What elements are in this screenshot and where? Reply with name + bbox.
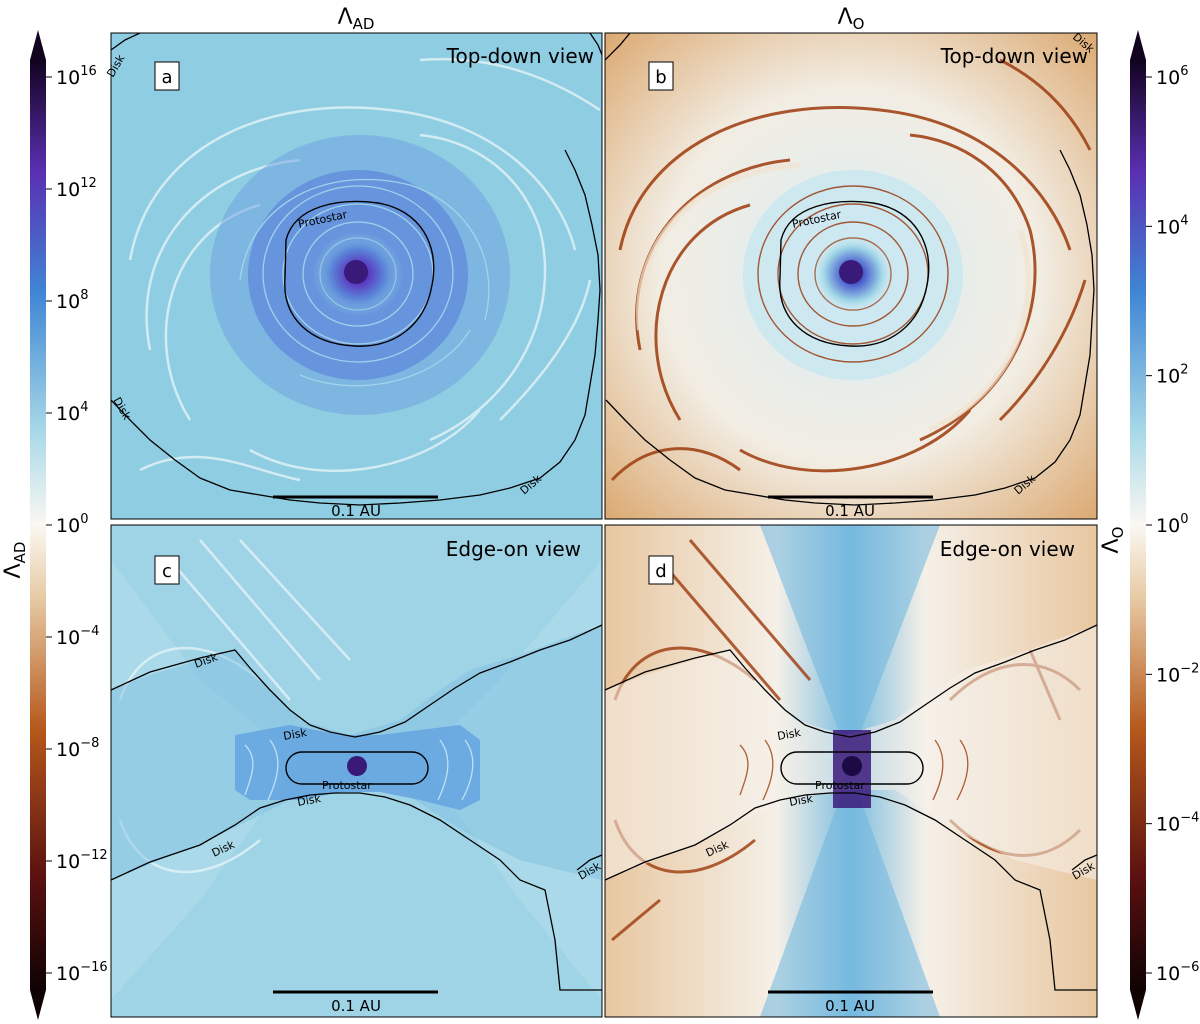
colorbar-right-top-extend (1130, 30, 1146, 60)
panel-c-protostar-label: Protostar (322, 779, 372, 792)
panel-d-view-label: Edge-on view (940, 537, 1075, 561)
panel-a-label-box: a (154, 61, 180, 91)
panel-c-disk-label-3: Disk (296, 792, 322, 809)
colorbar-left-tick-label: 108 (56, 288, 88, 313)
colorbar-left: 1016 1012 108 104 100 10−4 10−8 10−12 10−16 (30, 30, 108, 1020)
panel-a-letter: a (161, 67, 172, 88)
colorbar-right-tick-label: 10−4 (1156, 811, 1199, 836)
colorbar-left-tick-label: 1016 (56, 64, 97, 89)
column-title-left: ΛAD (338, 5, 375, 33)
colorbar-right-tick-label: 10−2 (1156, 661, 1199, 686)
panel-d-protostar-label: Protostar (815, 779, 865, 792)
colorbar-left-tick-label: 10−8 (56, 736, 99, 761)
panel-d (605, 525, 1097, 1017)
colorbar-right: 106 104 102 100 10−2 10−4 10−6 (1130, 30, 1199, 1020)
panel-d-disk-label-1: Disk (776, 726, 802, 743)
panel-a (111, 33, 602, 519)
panel-c-label-box: c (154, 555, 180, 585)
panel-c-frame (110, 524, 603, 1018)
colorbar-left-tick-label: 100 (56, 512, 88, 537)
panel-d-label-box: d (648, 555, 674, 585)
panel-c-disk-label-2: Disk (282, 726, 308, 743)
colorbar-left-bottom-extend (30, 990, 46, 1020)
panel-b-scale-label: 0.1 AU (825, 502, 875, 520)
panel-b-label-box: b (648, 61, 674, 91)
colorbar-left-gradient (30, 60, 46, 990)
panel-d-scale-label: 0.1 AU (825, 997, 875, 1015)
colorbar-right-tick-label: 104 (1156, 213, 1188, 238)
colorbar-left-top-extend (30, 30, 46, 60)
panel-d-letter: d (655, 561, 666, 582)
colorbar-left-label: ΛAD (1, 542, 29, 579)
panel-a-scale-label: 0.1 AU (331, 502, 381, 520)
panel-b (605, 33, 1097, 519)
colorbar-left-tick-label: 1012 (56, 176, 97, 201)
panel-b-frame (604, 32, 1098, 520)
colorbar-right-tick-label: 106 (1156, 64, 1188, 89)
colorbar-right-ticks: 106 104 102 100 10−2 10−4 10−6 (1146, 64, 1199, 985)
colorbar-right-gradient (1130, 60, 1146, 990)
colorbar-right-label: ΛO (1099, 527, 1127, 554)
colorbar-left-tick-label: 10−4 (56, 624, 99, 649)
panel-b-letter: b (655, 67, 666, 88)
colorbar-left-tick-label: 104 (56, 400, 88, 425)
colorbar-left-tick-label: 10−12 (56, 848, 108, 873)
colorbar-right-tick-label: 10−6 (1156, 960, 1199, 985)
colorbar-left-ticks: 1016 1012 108 104 100 10−4 10−8 10−12 10−16 (46, 64, 108, 985)
colorbar-right-bottom-extend (1130, 990, 1146, 1020)
colorbar-right-tick-label: 102 (1156, 363, 1188, 388)
colorbar-left-tick-label: 10−16 (56, 960, 108, 985)
panel-a-view-label: Top-down view (446, 44, 594, 68)
panel-b-view-label: Top-down view (940, 44, 1088, 68)
panel-c-letter: c (162, 561, 172, 582)
panel-c-scale-label: 0.1 AU (331, 997, 381, 1015)
colorbar-right-tick-label: 100 (1156, 512, 1188, 537)
column-title-right: ΛO (838, 5, 865, 33)
panel-c (111, 525, 602, 1017)
panel-c-view-label: Edge-on view (446, 537, 581, 561)
panel-d-disk-label-2: Disk (788, 792, 814, 809)
panel-a-frame (110, 32, 603, 520)
panel-d-frame (604, 524, 1098, 1018)
